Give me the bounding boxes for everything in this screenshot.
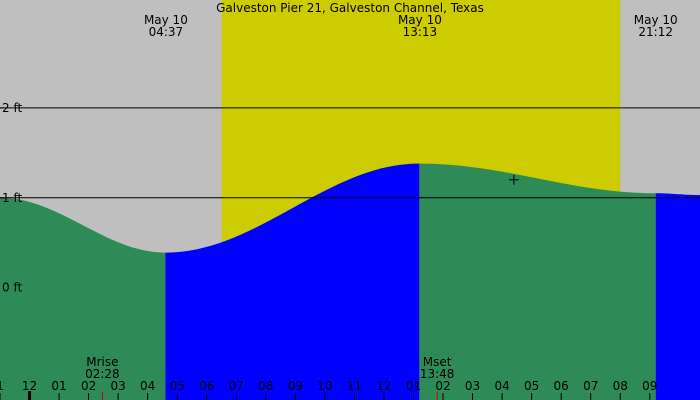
sun-event-date: May 10 <box>634 13 678 27</box>
x-tick-label: 09 <box>642 379 657 393</box>
moon-event-time: 02:28 <box>85 367 120 381</box>
falling-tide-area <box>419 163 656 400</box>
x-tick-label: 05 <box>170 379 185 393</box>
x-tick-label: 05 <box>524 379 539 393</box>
chart-title: Galveston Pier 21, Galveston Channel, Te… <box>216 1 484 15</box>
x-tick-label: 07 <box>583 379 598 393</box>
y-tick-label: 1 ft <box>2 191 22 205</box>
falling-tide-area <box>0 197 166 400</box>
x-tick-label: 04 <box>140 379 155 393</box>
rising-tide-area <box>165 163 420 400</box>
x-tick-label: 06 <box>199 379 214 393</box>
y-tick-label-layer: 2 ft 1 ft 0 ft <box>0 101 22 295</box>
x-tick-label: 09 <box>288 379 303 393</box>
reference-line-layer <box>0 107 700 199</box>
x-tick-layer: 1 12 01 02 03 04 05 06 07 08 09 10 11 12 01 02 03 04 05 06 0… <box>0 379 657 400</box>
sun-event-time: 21:12 <box>638 25 673 39</box>
x-tick-label: 04 <box>494 379 509 393</box>
x-tick-label: 03 <box>465 379 480 393</box>
sun-event-date: May 10 <box>398 13 442 27</box>
x-tick-label: 01 <box>406 379 421 393</box>
sun-event-time: 04:37 <box>149 25 184 39</box>
x-tick-label: 02 <box>81 379 96 393</box>
moon-event-time: 13:48 <box>420 367 455 381</box>
x-tick-label: 11 <box>347 379 362 393</box>
x-tick-label: 01 <box>51 379 66 393</box>
current-marker-layer <box>508 174 519 185</box>
y-tick-label: 0 ft <box>2 281 22 295</box>
sun-event-time: 13:13 <box>403 25 438 39</box>
x-tick-label: 10 <box>317 379 332 393</box>
moon-event-label: Mrise <box>86 355 118 369</box>
x-tick-label: 03 <box>111 379 126 393</box>
moon-event-label: Mset <box>423 355 452 369</box>
x-tick-label: 07 <box>229 379 244 393</box>
x-tick-label: 1 <box>0 379 4 393</box>
x-tick-label: 12 <box>22 379 37 393</box>
x-tick-label: 12 <box>376 379 391 393</box>
x-tick-label: 06 <box>554 379 569 393</box>
x-tick-label: 08 <box>258 379 273 393</box>
tide-area-layer <box>0 163 700 400</box>
sun-event-date: May 10 <box>144 13 188 27</box>
rising-tide-area <box>655 193 700 400</box>
x-tick-label: 02 <box>435 379 450 393</box>
x-tick-label: 08 <box>613 379 628 393</box>
y-tick-label: 2 ft <box>2 101 22 115</box>
